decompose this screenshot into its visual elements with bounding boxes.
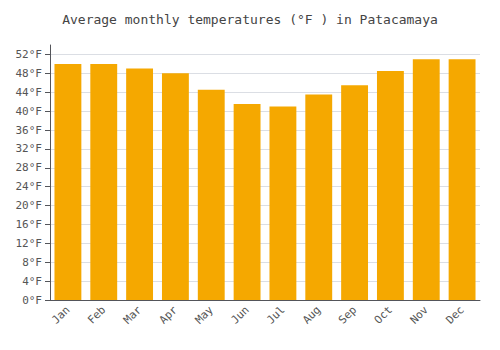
svg-text:Sep: Sep [336,303,359,326]
svg-text:4°F: 4°F [22,275,42,288]
svg-text:48°F: 48°F [16,67,43,80]
svg-text:Apr: Apr [157,303,180,326]
svg-text:0°F: 0°F [22,294,42,307]
svg-text:Jul: Jul [264,303,287,326]
svg-text:36°F: 36°F [16,124,43,137]
svg-text:8°F: 8°F [22,256,42,269]
svg-text:12°F: 12°F [16,237,43,250]
svg-text:Nov: Nov [408,303,431,326]
svg-text:24°F: 24°F [16,180,43,193]
svg-text:52°F: 52°F [16,48,43,61]
svg-text:Jan: Jan [49,303,72,326]
svg-text:Dec: Dec [443,303,466,326]
svg-text:Feb: Feb [85,303,108,326]
svg-text:20°F: 20°F [16,199,43,212]
svg-text:16°F: 16°F [16,218,43,231]
svg-text:Mar: Mar [121,303,144,326]
svg-text:Average monthly temperatures (: Average monthly temperatures (°F ) in Pa… [62,12,438,27]
svg-text:28°F: 28°F [16,161,43,174]
svg-text:44°F: 44°F [16,86,43,99]
svg-text:Aug: Aug [300,303,323,326]
svg-text:32°F: 32°F [16,142,43,155]
svg-text:Oct: Oct [372,303,395,326]
svg-text:Jun: Jun [228,303,251,326]
svg-text:40°F: 40°F [16,105,43,118]
svg-text:May: May [193,303,216,326]
